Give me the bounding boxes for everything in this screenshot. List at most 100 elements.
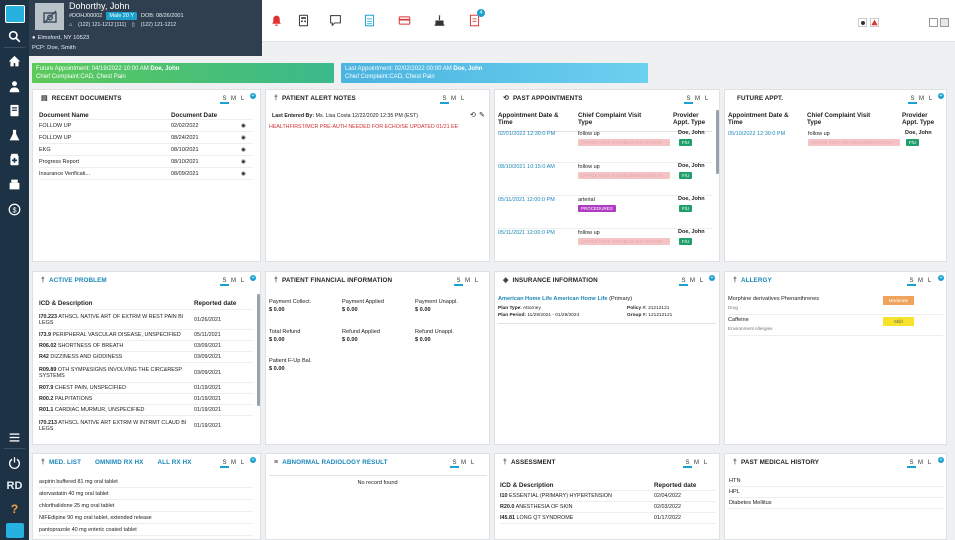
size-l[interactable]: L — [240, 278, 245, 284]
view-eye-icon[interactable]: ◉ — [241, 158, 246, 165]
size-m[interactable]: M — [694, 460, 699, 466]
size-s[interactable]: S — [907, 458, 916, 468]
size-m[interactable]: M — [461, 460, 466, 466]
patient-name[interactable]: Dohorthy, John — [69, 1, 130, 11]
size-s[interactable]: S — [907, 276, 916, 286]
appointment-row[interactable]: 05/11/2021 12:00:0 PM arterial PROCEDURE… — [498, 196, 712, 229]
size-s[interactable]: S — [454, 276, 463, 286]
size-l[interactable]: L — [460, 96, 465, 102]
appt-date[interactable]: 08/10/2021 10:15:0 AM — [498, 164, 555, 170]
billing-register-icon[interactable] — [0, 175, 29, 193]
allergy-row[interactable]: Morphine derivatives Phenanthrenes Drug … — [728, 294, 943, 315]
medication-item[interactable]: chlorthalidone 25 mg oral tablet — [39, 500, 253, 512]
view-eye-icon[interactable]: ◉ — [241, 146, 246, 153]
add-button[interactable]: + — [709, 275, 715, 281]
last-appointment-banner[interactable]: Last Appointment: 02/02/2022 00:00 AM Do… — [341, 63, 648, 83]
add-button[interactable]: + — [250, 93, 256, 99]
size-s[interactable]: S — [684, 94, 693, 104]
future-appointment-banner[interactable]: Future Appointment: 04/19/2022 10:00 AM … — [32, 63, 334, 83]
appt-date[interactable]: 05/11/2021 12:00:0 PM — [498, 230, 555, 236]
size-m[interactable]: M — [465, 278, 470, 284]
view-eye-icon[interactable]: ◉ — [241, 134, 246, 141]
insurance-name[interactable]: American Home Life American Home Life — [498, 296, 608, 302]
patient-photo-placeholder-icon[interactable] — [35, 3, 64, 30]
appt-date[interactable]: 02/01/2022 12:30:0 PM — [498, 131, 556, 137]
size-m[interactable]: M — [231, 278, 236, 284]
size-m[interactable]: M — [451, 96, 456, 102]
document-name[interactable]: FOLLOW UP — [39, 134, 72, 141]
medication-item[interactable]: atorvastatin 40 mg oral tablet — [39, 488, 253, 500]
tab-omnimd-rx-hx[interactable]: OMNIMD RX HX — [95, 458, 144, 466]
history-item[interactable]: HTN — [729, 476, 944, 487]
credit-card-icon[interactable] — [397, 13, 411, 27]
user-initials[interactable]: RD — [6, 480, 23, 492]
info-icon[interactable] — [858, 18, 867, 27]
prescription-icon[interactable] — [0, 150, 29, 168]
size-s[interactable]: S — [220, 94, 229, 104]
add-button[interactable]: + — [938, 93, 944, 99]
appt-date[interactable]: 05/10/2022 12:30:0 PM — [728, 131, 786, 137]
size-m[interactable]: M — [231, 460, 236, 466]
birthday-cake-icon[interactable] — [432, 13, 446, 27]
size-m[interactable]: M — [918, 460, 923, 466]
size-l[interactable]: L — [927, 278, 932, 284]
size-m[interactable]: M — [695, 96, 700, 102]
document-name[interactable]: EKG — [39, 146, 51, 153]
size-l[interactable]: L — [240, 460, 245, 466]
size-m[interactable]: M — [231, 96, 236, 102]
edit-pencil-icon[interactable]: ✎ — [479, 112, 485, 119]
document-calc-icon[interactable] — [296, 13, 310, 27]
size-l[interactable]: L — [703, 460, 708, 466]
size-l[interactable]: L — [927, 460, 932, 466]
allergy-row[interactable]: Caffeine Environment Allergies Mild — [728, 315, 943, 336]
add-button[interactable]: + — [250, 457, 256, 463]
document-name[interactable]: Progress Report — [39, 158, 80, 165]
size-m[interactable]: M — [690, 278, 695, 284]
appointment-row[interactable]: 05/11/2021 12:00:0 PM follow up OFFICE V… — [498, 229, 712, 262]
lab-flask-icon[interactable] — [0, 126, 29, 144]
medication-item[interactable]: aspirin buffered 81 mg oral tablet — [39, 476, 253, 488]
scrollbar[interactable] — [716, 110, 719, 174]
size-l[interactable]: L — [928, 96, 933, 102]
grid-view-toggle[interactable] — [929, 18, 938, 27]
spreadsheet-icon[interactable] — [362, 13, 376, 27]
appointment-row[interactable]: 05/10/2022 12:30:0 PM follow up OFFICE V… — [728, 130, 943, 160]
appt-date[interactable]: 05/11/2021 12:00:0 PM — [498, 197, 555, 203]
patient-icon[interactable] — [0, 77, 29, 95]
size-m[interactable]: M — [919, 96, 924, 102]
document-name[interactable]: FOLLOW UP — [39, 122, 72, 129]
tab-med-list[interactable]: MED. LIST — [49, 458, 82, 466]
add-button[interactable]: + — [938, 457, 944, 463]
list-view-toggle[interactable] — [940, 18, 949, 27]
size-s[interactable]: S — [220, 276, 229, 286]
search-icon[interactable] — [0, 27, 29, 45]
view-eye-icon[interactable]: ◉ — [241, 122, 246, 129]
appointment-row[interactable]: 08/10/2021 10:15:0 AM follow up OFFICE V… — [498, 163, 712, 196]
warning-icon[interactable] — [870, 18, 879, 27]
chart-document-icon[interactable] — [0, 101, 29, 119]
size-s[interactable]: S — [220, 458, 229, 468]
message-icon[interactable] — [328, 13, 342, 27]
size-s[interactable]: S — [440, 94, 449, 104]
size-s[interactable]: S — [683, 458, 692, 468]
medication-item[interactable]: pantoprazole 40 mg enteric coated tablet — [39, 524, 253, 536]
app-logo-icon[interactable] — [0, 3, 29, 25]
home-icon[interactable] — [0, 52, 29, 70]
add-button[interactable]: + — [938, 275, 944, 281]
tab-all-rx-hx[interactable]: ALL RX HX — [157, 458, 192, 466]
view-eye-icon[interactable]: ◉ — [241, 170, 246, 177]
size-l[interactable]: L — [699, 278, 704, 284]
size-s[interactable]: S — [450, 458, 459, 468]
